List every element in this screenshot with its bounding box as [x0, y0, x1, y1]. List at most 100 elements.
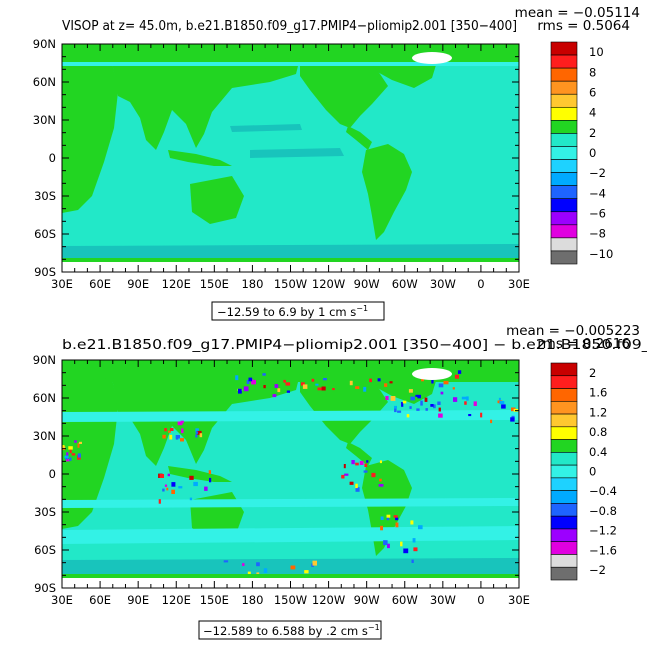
anomaly-speckle	[395, 522, 399, 528]
anomaly-speckle	[501, 404, 506, 409]
anomaly-speckle	[438, 413, 443, 418]
anomaly-speckle	[498, 397, 501, 402]
anomaly-speckle	[209, 477, 212, 483]
colorbar-swatch	[550, 452, 578, 466]
anomaly-speckle	[349, 380, 353, 386]
x-tick-label: 30W	[430, 277, 456, 291]
anomaly-speckle	[238, 388, 242, 394]
y-tick-label: 30S	[34, 189, 56, 203]
colorbar-label: −4	[589, 186, 606, 200]
anomaly-speckle	[343, 464, 346, 469]
panel-top-mean: mean = −0.05114	[515, 5, 640, 21]
anomaly-speckle	[78, 441, 82, 444]
x-tick-label: 90E	[127, 277, 149, 291]
anomaly-speckle	[383, 540, 388, 546]
colorbar-label: 2	[589, 366, 596, 380]
x-tick-label: 180	[241, 277, 263, 291]
anomaly-speckle	[363, 386, 367, 392]
colorbar-swatch	[550, 106, 578, 121]
anomaly-speckle	[384, 383, 388, 387]
anomaly-speckle	[311, 378, 315, 382]
panel-top: VISOP at z= 45.0m, b.e21.B1850.f09_g17.P…	[33, 5, 640, 321]
anomaly-speckle	[355, 483, 358, 489]
colorbar-swatch	[550, 211, 578, 226]
anomaly-speckle	[387, 543, 390, 549]
colorbar-swatch	[550, 400, 578, 415]
x-tick-label: 90W	[354, 277, 380, 291]
x-tick-label: 150E	[200, 593, 229, 607]
colorbar-swatch	[550, 120, 578, 134]
panel-bottom-mean: mean = −0.005223	[506, 323, 640, 339]
anomaly-speckle	[256, 562, 260, 567]
anomaly-speckle	[170, 428, 174, 431]
anomaly-speckle	[199, 433, 203, 438]
colorbar-label: −0.4	[589, 484, 617, 498]
anomaly-speckle	[251, 380, 256, 385]
x-tick-label: 180	[241, 593, 263, 607]
anomaly-speckle	[454, 374, 459, 379]
anomaly-speckle	[389, 381, 393, 384]
anomaly-speckle	[246, 379, 250, 385]
range-label: −12.589 to 6.588 by .2 cm s−1	[203, 623, 380, 638]
anomaly-speckle	[466, 396, 469, 401]
anomaly-speckle	[283, 379, 286, 383]
anomaly-speckle	[395, 517, 399, 521]
anomaly-speckle	[499, 401, 505, 405]
anomaly-speckle	[285, 382, 291, 386]
sea-ice-patch	[412, 52, 452, 64]
anomaly-speckle	[77, 453, 81, 458]
anomaly-speckle	[457, 370, 462, 374]
x-tick-label: 90W	[354, 593, 380, 607]
colorbar-label: 0.8	[589, 425, 607, 439]
anomaly-speckle	[440, 391, 444, 395]
anomaly-speckle	[510, 417, 515, 422]
y-tick-label: 30N	[33, 113, 56, 127]
anomaly-speckle	[378, 484, 384, 487]
anomaly-speckle	[461, 396, 467, 400]
anomaly-speckle	[490, 419, 493, 424]
anomaly-speckle	[452, 387, 455, 390]
colorbar-label: 6	[589, 85, 596, 99]
range-label-box	[198, 620, 382, 640]
y-tick-label: 90N	[33, 37, 56, 51]
anomaly-speckle	[175, 436, 179, 440]
anomaly-speckle	[243, 386, 249, 392]
anomaly-speckle	[386, 517, 390, 521]
x-tick-label: 30E	[508, 593, 530, 607]
anomaly-speckle	[263, 568, 268, 573]
anomaly-speckle	[164, 484, 168, 487]
y-ticks: 90S 60S 30S 0 30N 60N 90N	[33, 37, 519, 279]
anomaly-speckle	[386, 514, 391, 518]
colorbar-swatch	[550, 237, 578, 252]
anomaly-speckle	[410, 396, 415, 401]
anomaly-speckle	[394, 408, 397, 413]
colorbar-label: 2	[589, 126, 596, 140]
y-tick-label: 60S	[34, 227, 56, 241]
colorbar-swatch	[550, 566, 578, 581]
anomaly-speckle	[208, 470, 211, 475]
anomaly-speckle	[286, 390, 290, 393]
anomaly-speckle	[69, 449, 72, 454]
anomaly-speckle	[69, 457, 72, 461]
anomaly-speckle	[274, 384, 279, 388]
anomaly-speckle	[263, 385, 266, 389]
anomaly-speckle	[315, 383, 319, 386]
anomaly-speckle	[195, 434, 198, 438]
x-tick-label: 30E	[51, 593, 73, 607]
anomaly-speckle	[363, 470, 368, 473]
colorbar-swatch	[550, 554, 578, 568]
anomaly-speckle	[189, 497, 193, 501]
anomaly-speckle	[379, 478, 382, 482]
colorbar-label: 1.6	[589, 386, 607, 400]
colorbar-swatch	[550, 93, 578, 108]
anomaly-speckle	[248, 377, 253, 382]
colorbar-swatch	[550, 541, 578, 555]
anomaly-speckle	[74, 440, 77, 443]
anomaly-speckle	[438, 383, 444, 388]
colorbar-swatch	[550, 362, 578, 377]
anomaly-speckle	[480, 412, 483, 418]
anomaly-speckle	[437, 401, 441, 405]
anomaly-speckle	[168, 430, 171, 433]
anomaly-speckle	[379, 460, 382, 464]
